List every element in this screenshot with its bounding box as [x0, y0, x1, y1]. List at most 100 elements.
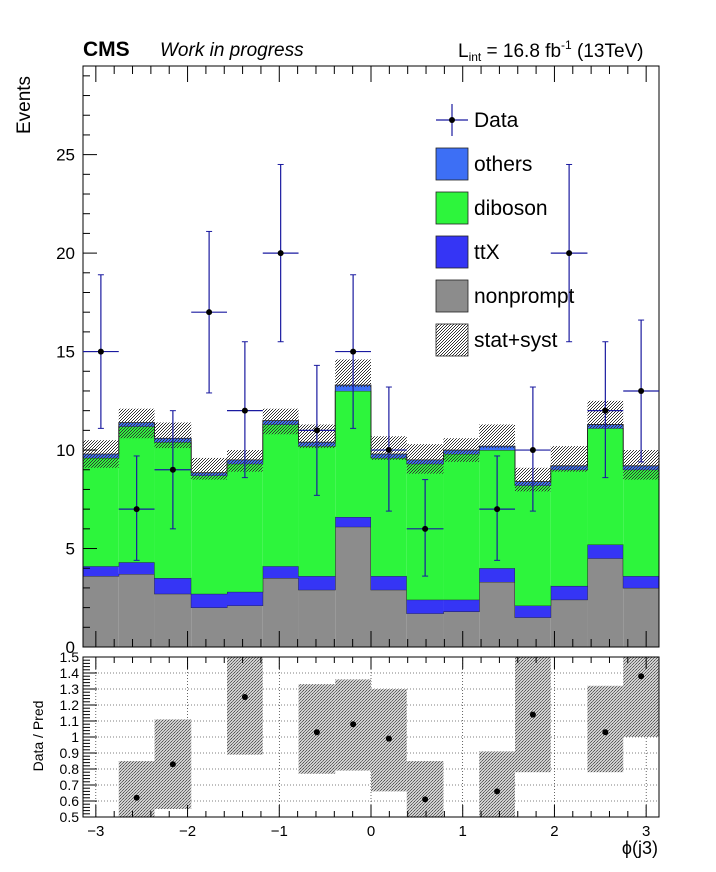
legend-marker-dot: [449, 117, 455, 123]
bar-nonprompt-15: [623, 587, 659, 647]
syst-band-1: [118, 408, 155, 439]
bar-nonprompt-3: [191, 607, 227, 647]
y-tick-label-ratio: 0.7: [60, 777, 80, 793]
ratio-band-9: [587, 685, 624, 773]
legend-swatch-others: [435, 147, 469, 181]
ratio-band-3: [298, 684, 336, 774]
ratio-band-0: [118, 761, 155, 817]
bar-ttX-12: [515, 605, 551, 618]
experiment-label: CMS: [83, 38, 130, 61]
bar-ttX-14: [587, 544, 624, 559]
bar-ttX-8: [371, 576, 407, 590]
x-tick-label: −1: [271, 823, 288, 840]
bar-ttX-9: [406, 599, 444, 614]
data-point: [313, 427, 320, 434]
bar-diboson-3: [191, 475, 227, 594]
bar-nonprompt-11: [479, 582, 515, 647]
bar-diboson-5: [262, 424, 299, 567]
bar-nonprompt-6: [298, 589, 336, 647]
bar-nonprompt-14: [587, 558, 624, 647]
bar-nonprompt-1: [118, 574, 155, 647]
bar-ttX-6: [298, 576, 336, 590]
legend: Data others diboson ttX nonprompt stat+syst: [435, 104, 575, 357]
luminosity-label: Lint = 16.8 fb-1 (13TeV): [458, 38, 644, 64]
bar-nonprompt-9: [406, 613, 444, 647]
bar-nonprompt-0: [83, 576, 119, 647]
bar-diboson-4: [227, 463, 263, 592]
ratio-band-8: [515, 657, 551, 773]
data-point: [133, 506, 140, 513]
ratio-point: [602, 729, 609, 736]
y-tick-label-ratio: 1.2: [60, 697, 80, 713]
stack-group: [83, 359, 659, 647]
syst-band-13: [550, 446, 588, 472]
syst-band-9: [406, 444, 444, 474]
ratio-band-10: [623, 657, 659, 737]
y-tick-label-ratio: 0.8: [60, 761, 80, 777]
syst-band-3: [191, 457, 227, 480]
bar-diboson-13: [550, 469, 588, 586]
bar-nonprompt-12: [515, 617, 551, 647]
legend-swatch-ttX: [435, 235, 469, 269]
bar-ttX-2: [154, 578, 192, 594]
x-tick-label: 3: [642, 823, 650, 840]
lumi-value: = 16.8 fb: [481, 41, 562, 62]
bar-nonprompt-13: [550, 599, 588, 647]
legend-label: nonprompt: [474, 285, 575, 308]
ratio-point: [350, 721, 357, 728]
bar-ttX-4: [227, 591, 263, 606]
bar-nonprompt-7: [335, 526, 371, 647]
data-point: [385, 447, 392, 454]
bar-nonprompt-4: [227, 605, 263, 647]
main-histogram-panel: 0 5 10 15 20 25 Data others diboson ttX nonprompt s…: [56, 65, 660, 657]
ratio-point: [529, 711, 536, 718]
x-tick-label: 2: [550, 823, 558, 840]
data-point: [566, 250, 573, 257]
bar-diboson-0: [83, 457, 119, 567]
y-tick-label-ratio: 1.3: [60, 681, 80, 697]
legend-label: others: [474, 153, 532, 176]
y-axis-label-main: Events: [14, 75, 35, 135]
bar-ttX-7: [335, 517, 371, 527]
bar-ttX-13: [550, 585, 588, 600]
ratio-point: [241, 694, 248, 700]
lumi-prefix: L: [458, 41, 469, 62]
bar-ttX-10: [443, 599, 480, 612]
status-label: Work in progress: [160, 40, 304, 61]
bar-ttX-5: [262, 566, 299, 579]
y-tick-label-ratio: 1: [71, 729, 79, 745]
data-point: [422, 525, 429, 532]
y-tick-label-main: 5: [66, 540, 75, 559]
legend-label: stat+syst: [474, 329, 558, 352]
bar-ttX-1: [118, 562, 155, 575]
legend-swatch-stat+syst: [435, 323, 469, 357]
ratio-point: [169, 761, 176, 768]
y-tick-label-main: 15: [56, 343, 75, 362]
bar-ttX-3: [191, 593, 227, 608]
legend-swatch-nonprompt: [435, 279, 469, 313]
data-point: [494, 506, 501, 513]
ratio-band-7: [479, 751, 515, 817]
y-tick-label-ratio: 0.5: [60, 809, 80, 825]
data-point: [206, 309, 213, 316]
y-tick-label-ratio: 1.5: [60, 649, 80, 665]
syst-band-10: [443, 438, 480, 462]
data-point: [529, 447, 536, 454]
bar-nonprompt-2: [154, 593, 192, 647]
bar-diboson-15: [623, 469, 659, 577]
legend-label: ttX: [474, 241, 500, 264]
legend-label: Data: [474, 109, 519, 132]
syst-band-5: [262, 408, 299, 435]
y-tick-label-ratio: 1.4: [60, 665, 80, 681]
ratio-point: [313, 729, 320, 736]
y-tick-label-main: 20: [56, 244, 75, 263]
lumi-subscript: int: [468, 50, 482, 64]
ratio-band-2: [227, 657, 263, 755]
y-tick-label-main: 25: [56, 146, 75, 165]
ratio-band-6: [406, 761, 444, 817]
x-tick-label: −3: [87, 823, 104, 840]
data-points: [83, 163, 659, 577]
data-point: [241, 407, 248, 414]
y-axis-label-ratio: Data / Pred: [30, 700, 46, 772]
